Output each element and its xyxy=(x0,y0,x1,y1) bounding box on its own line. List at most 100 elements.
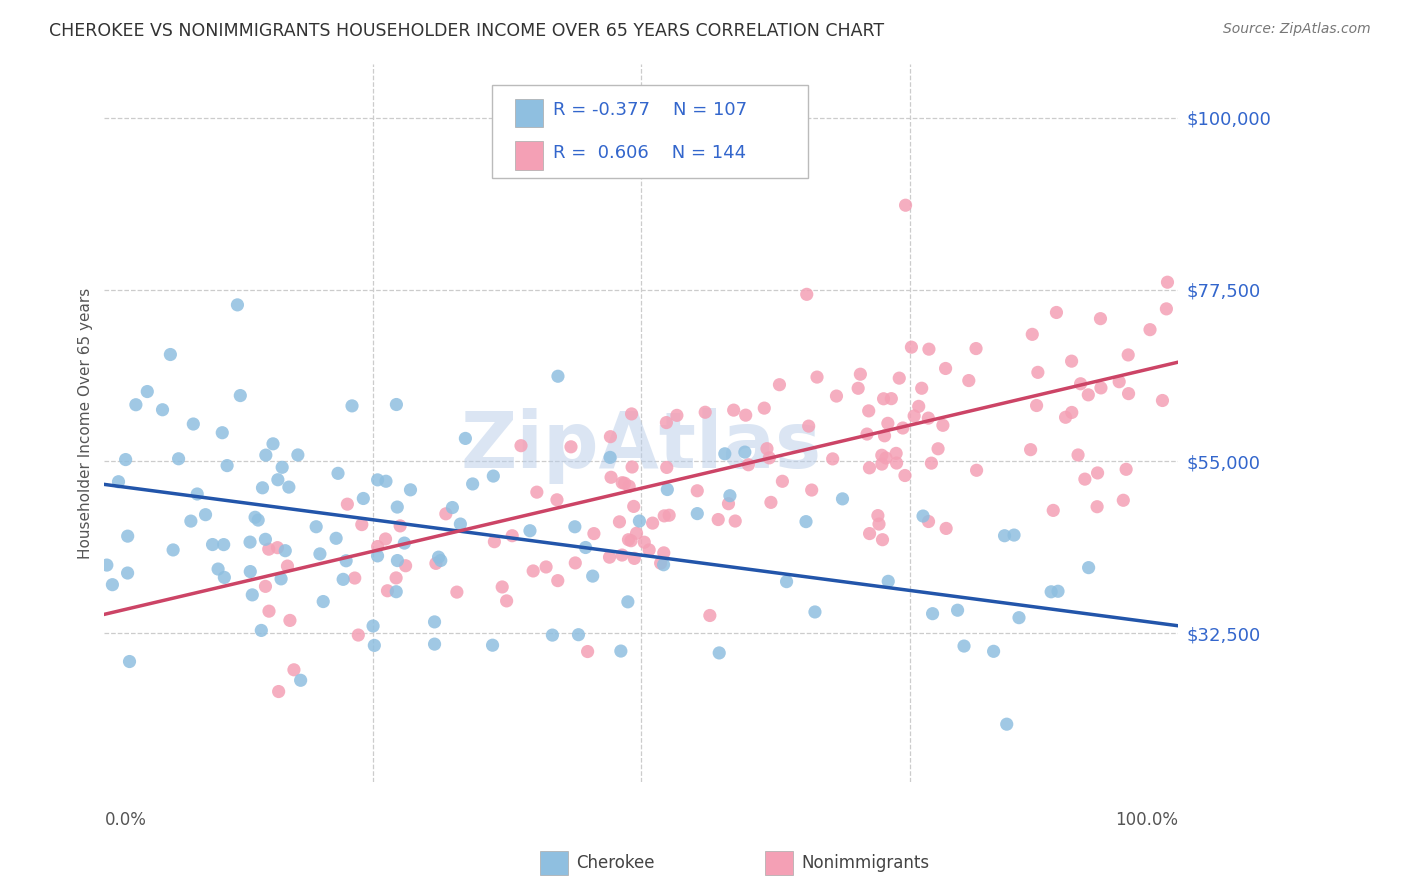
Point xyxy=(495,594,517,608)
Point xyxy=(243,510,266,524)
Text: Source: ZipAtlas.com: Source: ZipAtlas.com xyxy=(1223,22,1371,37)
Point xyxy=(900,340,922,354)
Point xyxy=(806,370,828,384)
Point xyxy=(385,584,408,599)
Point xyxy=(686,483,709,498)
Point xyxy=(167,451,190,466)
Point xyxy=(101,577,124,591)
Point xyxy=(876,417,898,431)
Point xyxy=(858,460,880,475)
Point xyxy=(870,457,893,471)
Point xyxy=(1156,275,1178,289)
Point xyxy=(1090,311,1112,326)
Point xyxy=(336,497,359,511)
Point xyxy=(794,515,817,529)
Point xyxy=(423,637,446,651)
Point xyxy=(582,569,605,583)
Point xyxy=(927,442,949,456)
Point xyxy=(484,534,506,549)
Point xyxy=(257,604,280,618)
Point xyxy=(718,489,741,503)
Point xyxy=(567,628,589,642)
Point xyxy=(389,519,412,533)
Point xyxy=(920,456,942,470)
Point xyxy=(770,475,793,489)
Point xyxy=(1021,327,1043,342)
Point xyxy=(377,583,399,598)
Point xyxy=(1077,560,1099,574)
Point xyxy=(560,440,582,454)
Point xyxy=(599,430,621,444)
Point xyxy=(449,516,471,531)
Point xyxy=(1060,354,1083,368)
Point xyxy=(278,614,301,628)
Point xyxy=(385,397,408,411)
Text: R =  0.606    N = 144: R = 0.606 N = 144 xyxy=(553,144,745,161)
Point xyxy=(652,546,675,560)
Point xyxy=(868,517,890,532)
Point xyxy=(620,407,643,421)
Point xyxy=(600,470,623,484)
Point xyxy=(250,624,273,638)
Point xyxy=(870,448,893,462)
Point xyxy=(226,298,249,312)
Point xyxy=(186,487,208,501)
Point xyxy=(628,514,651,528)
Point xyxy=(858,404,880,418)
Point xyxy=(599,450,621,465)
Point xyxy=(1112,493,1135,508)
Point xyxy=(655,460,678,475)
Point xyxy=(1139,323,1161,337)
Point xyxy=(367,549,389,563)
Point xyxy=(768,377,790,392)
Point xyxy=(363,639,385,653)
Point xyxy=(921,607,943,621)
Point xyxy=(283,663,305,677)
Point xyxy=(797,419,820,434)
Point xyxy=(240,588,263,602)
Point xyxy=(574,541,596,555)
Point xyxy=(277,480,299,494)
Point xyxy=(655,416,678,430)
Point xyxy=(118,655,141,669)
Point xyxy=(707,512,730,526)
Point xyxy=(995,717,1018,731)
Point xyxy=(564,520,586,534)
Point xyxy=(911,381,934,395)
Point xyxy=(1040,584,1063,599)
Point xyxy=(617,533,640,547)
Point xyxy=(1045,305,1067,319)
Point xyxy=(825,389,848,403)
Point xyxy=(965,342,987,356)
Point xyxy=(609,515,631,529)
Point xyxy=(239,535,262,549)
Point xyxy=(257,542,280,557)
Point xyxy=(326,467,349,481)
Point xyxy=(350,517,373,532)
Point xyxy=(617,479,640,493)
Point xyxy=(254,579,277,593)
Point xyxy=(620,533,643,548)
Point xyxy=(1077,388,1099,402)
Point xyxy=(454,432,477,446)
Point xyxy=(717,497,740,511)
Point xyxy=(658,508,681,523)
Point xyxy=(305,520,328,534)
Point xyxy=(491,580,513,594)
Point xyxy=(441,500,464,515)
Point xyxy=(425,557,447,571)
Point xyxy=(309,547,332,561)
Text: 0.0%: 0.0% xyxy=(104,811,146,830)
Point xyxy=(247,513,270,527)
Point xyxy=(953,639,976,653)
Point xyxy=(993,529,1015,543)
Text: 100.0%: 100.0% xyxy=(1115,811,1178,830)
Point xyxy=(759,495,782,509)
Point xyxy=(399,483,422,497)
Point xyxy=(932,418,955,433)
Point xyxy=(889,371,911,385)
Point xyxy=(266,541,288,555)
Point xyxy=(866,508,889,523)
Point xyxy=(734,408,756,422)
Point xyxy=(737,458,759,472)
